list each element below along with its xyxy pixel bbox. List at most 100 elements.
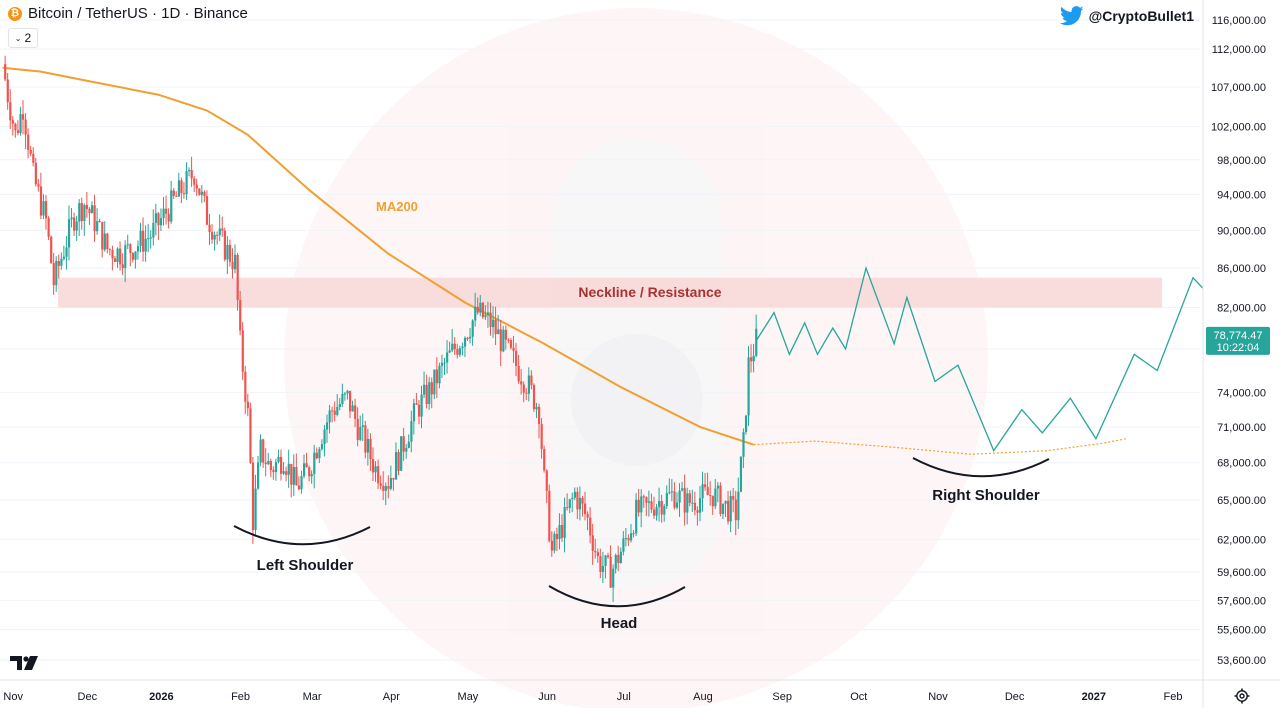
candle-body [727,500,730,522]
candle-body [463,337,467,347]
candle-body [451,343,454,351]
candle-body [668,492,671,494]
candle-body [382,485,385,491]
candle-body [108,249,112,251]
candle-body [308,467,311,477]
x-tick-label: Oct [850,691,867,703]
y-tick-label: 82,000.00 [1217,303,1266,315]
y-tick-label: 53,600.00 [1217,655,1266,667]
candle-body [292,466,295,485]
y-tick-label: 68,000.00 [1217,458,1266,470]
candle-body [272,469,275,472]
candle-body [721,503,725,514]
candle-body [389,478,393,489]
candle-body [691,502,694,504]
candle-body [226,244,229,260]
candle-body [558,525,561,540]
time-axis[interactable]: Nov Dec 2026 Feb Mar Apr May Jun Jul Aug Sep Oct Nov… [0,679,1280,703]
price-axis[interactable]: 53,600.00 55,600.00 57,600.00 59,600.00 62,0… [1202,0,1280,708]
candle-body [415,403,418,405]
twitter-bird-icon [1059,6,1084,26]
candle-body [586,514,589,518]
candle-body [392,478,395,480]
x-tick-label: Mar [303,691,322,703]
candle-body [318,449,321,459]
candle-body [180,180,183,194]
candle-body [50,236,53,264]
candle-body [507,339,510,341]
candle-body [60,258,63,266]
candle-body [716,485,720,489]
x-tick-label: 2027 [1082,691,1106,703]
candle-body [78,203,81,222]
author-handle-text: @CryptoBullet1 [1088,8,1194,24]
candle-body [397,452,400,471]
candle-body [538,406,541,425]
y-tick-label: 102,000.00 [1211,122,1266,134]
candle-body [325,422,329,430]
candle-body [280,456,283,474]
candle-body [601,565,605,572]
candle-body [652,509,656,516]
candle-body [88,208,91,214]
candle-body [139,230,142,247]
candle-body [346,390,349,394]
y-tick-label: 62,000.00 [1217,534,1266,546]
left-shoulder-label: Left Shoulder [257,557,354,574]
candle-body [752,355,755,362]
candle-body [693,502,697,511]
candle-body [75,221,78,231]
candle-body [499,329,502,352]
candle-body [492,319,495,328]
candle-body [489,312,492,328]
candle-body [152,222,155,238]
candle-body [453,343,456,350]
candle-body [573,491,576,498]
candle-body [438,365,441,384]
candle-body [737,491,740,521]
candle-body [96,221,99,232]
candle-body [57,261,60,266]
candle-body [285,471,288,475]
candle-body [581,497,584,504]
candle-body [527,375,530,394]
settings-gear-icon[interactable] [1234,688,1250,704]
candle-body [484,314,487,318]
candle-body [548,490,551,541]
y-tick-label: 86,000.00 [1217,263,1266,275]
candle-body [290,463,293,485]
candle-body [302,463,306,477]
candle-body [604,555,607,566]
candle-body [522,384,525,393]
symbol-title[interactable]: Bitcoin / TetherUS · 1D · Binance [28,5,248,22]
candle-body [750,357,753,362]
candle-body [80,203,83,221]
candle-body [532,385,536,410]
candle-body [170,190,173,222]
tradingview-logo-icon[interactable] [10,654,40,672]
candle-body [640,496,643,513]
x-tick-label: Jul [617,691,631,703]
candle-body [405,447,408,452]
right-shoulder-arc [912,457,1050,478]
candle-body [732,495,735,500]
candle-body [254,488,257,530]
candle-body [711,495,714,507]
x-tick-label: 2026 [149,691,173,703]
y-tick-label: 90,000.00 [1217,225,1266,237]
indicator-toggle-button[interactable]: ⌄ 2 [8,28,38,48]
candle-body [474,306,477,321]
candle-body [497,329,500,335]
candle-body [555,533,559,540]
x-tick-label: Nov [3,691,23,703]
candle-body [200,191,204,195]
y-tick-label: 116,000.00 [1212,15,1266,27]
candle-body [647,501,651,503]
candle-body [704,484,707,488]
candle-body [338,404,341,407]
candle-body [29,150,32,154]
y-tick-label: 107,000.00 [1211,82,1266,94]
candle-body [670,491,674,493]
candle-body [27,134,30,151]
